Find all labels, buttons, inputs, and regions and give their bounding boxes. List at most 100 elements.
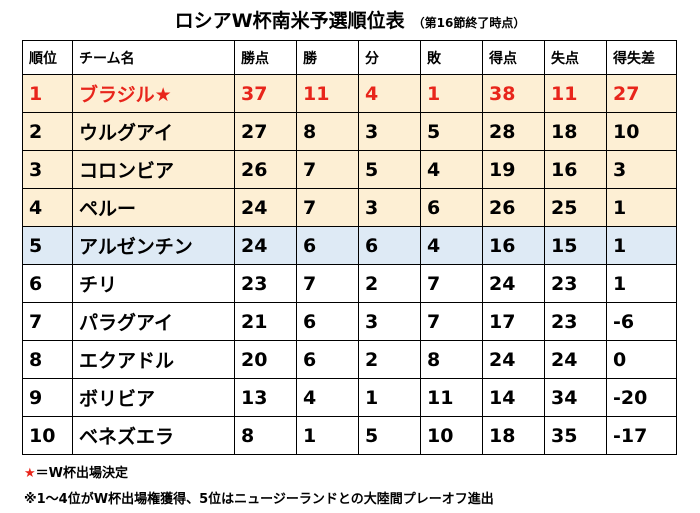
header-team: チーム名 [72,40,235,75]
points-cell: 21 [234,302,297,341]
rank-cell: 9 [22,378,73,417]
goal-difference-cell: -6 [606,302,677,341]
goals-against-cell: 23 [544,302,607,341]
team-cell: エクアドル [72,340,235,379]
goal-difference-cell: 1 [606,188,677,227]
won-cell: 6 [296,340,359,379]
team-cell: コロンビア [72,150,235,189]
rank-cell: 10 [22,416,73,455]
won-cell: 7 [296,150,359,189]
lost-cell: 11 [420,378,483,417]
table-row: 7 パラグアイ 21 6 3 7 17 23 -6 [22,302,677,341]
drawn-cell: 3 [358,188,421,227]
drawn-cell: 3 [358,302,421,341]
goals-against-cell: 34 [544,378,607,417]
header-lost: 敗 [420,40,483,75]
goals-against-cell: 18 [544,112,607,151]
team-cell: ボリビア [72,378,235,417]
goals-against-cell: 25 [544,188,607,227]
goal-difference-cell: 1 [606,226,677,265]
lost-cell: 7 [420,302,483,341]
rank-cell: 7 [22,302,73,341]
points-cell: 24 [234,226,297,265]
header-goals-for: 得点 [482,40,545,75]
header-won: 勝 [296,40,359,75]
team-cell: パラグアイ [72,302,235,341]
table-row: 8 エクアドル 20 6 2 8 24 24 0 [22,340,677,379]
goals-against-cell: 16 [544,150,607,189]
goal-difference-cell: 0 [606,340,677,379]
lost-cell: 8 [420,340,483,379]
rank-cell: 4 [22,188,73,227]
won-cell: 8 [296,112,359,151]
drawn-cell: 5 [358,150,421,189]
goals-for-cell: 38 [482,74,545,113]
lost-cell: 10 [420,416,483,455]
points-cell: 37 [234,74,297,113]
lost-cell: 1 [420,74,483,113]
goals-for-cell: 14 [482,378,545,417]
lost-cell: 6 [420,188,483,227]
points-cell: 23 [234,264,297,303]
team-cell: ベネズエラ [72,416,235,455]
header-row: 順位 チーム名 勝点 勝 分 敗 得点 失点 得失差 [22,40,677,75]
goal-difference-cell: 27 [606,74,677,113]
rank-cell: 2 [22,112,73,151]
goals-against-cell: 15 [544,226,607,265]
title-subtitle: （第16節終了時点） [412,16,526,30]
rank-cell: 3 [22,150,73,189]
goal-difference-cell: 3 [606,150,677,189]
goals-for-cell: 19 [482,150,545,189]
drawn-cell: 1 [358,378,421,417]
rank-cell: 5 [22,226,73,265]
points-cell: 8 [234,416,297,455]
goals-against-cell: 35 [544,416,607,455]
header-goals-against: 失点 [544,40,607,75]
footnote: ※1～4位がW杯出場権獲得、5位はニュージーランドとの大陸間プレーオフ進出 [24,492,494,507]
title-main: ロシアW杯南米予選順位表 [174,10,405,32]
header-rank: 順位 [22,40,73,75]
team-cell: ペルー [72,188,235,227]
legend-star-text: ＝W杯出場決定 [35,466,128,481]
lost-cell: 7 [420,264,483,303]
team-cell: アルゼンチン [72,226,235,265]
table-row: 6 チリ 23 7 2 7 24 23 1 [22,264,677,303]
header-goal-difference: 得失差 [606,40,677,75]
goals-for-cell: 24 [482,340,545,379]
won-cell: 7 [296,264,359,303]
table-row: 4 ペルー 24 7 3 6 26 25 1 [22,188,677,227]
lost-cell: 4 [420,150,483,189]
drawn-cell: 5 [358,416,421,455]
rank-cell: 6 [22,264,73,303]
legend-star: ★＝W杯出場決定 [24,462,128,481]
won-cell: 4 [296,378,359,417]
goals-against-cell: 23 [544,264,607,303]
star-icon: ★ [24,466,36,481]
goal-difference-cell: -17 [606,416,677,455]
drawn-cell: 2 [358,340,421,379]
standings-table: 順位 チーム名 勝点 勝 分 敗 得点 失点 得失差 1 ブラジル★ 37 11… [22,40,677,455]
rank-cell: 1 [22,74,73,113]
points-cell: 26 [234,150,297,189]
table-row: 3 コロンビア 26 7 5 4 19 16 3 [22,150,677,189]
page-title: ロシアW杯南米予選順位表 （第16節終了時点） [0,6,700,33]
drawn-cell: 2 [358,264,421,303]
won-cell: 11 [296,74,359,113]
goals-for-cell: 16 [482,226,545,265]
goals-for-cell: 24 [482,264,545,303]
drawn-cell: 3 [358,112,421,151]
won-cell: 6 [296,302,359,341]
points-cell: 13 [234,378,297,417]
table-row: 10 ベネズエラ 8 1 5 10 18 35 -17 [22,416,677,455]
lost-cell: 4 [420,226,483,265]
drawn-cell: 6 [358,226,421,265]
goals-for-cell: 18 [482,416,545,455]
header-drawn: 分 [358,40,421,75]
header-points: 勝点 [234,40,297,75]
goals-against-cell: 24 [544,340,607,379]
won-cell: 6 [296,226,359,265]
won-cell: 7 [296,188,359,227]
table-row: 1 ブラジル★ 37 11 4 1 38 11 27 [22,74,677,113]
goal-difference-cell: 10 [606,112,677,151]
lost-cell: 5 [420,112,483,151]
